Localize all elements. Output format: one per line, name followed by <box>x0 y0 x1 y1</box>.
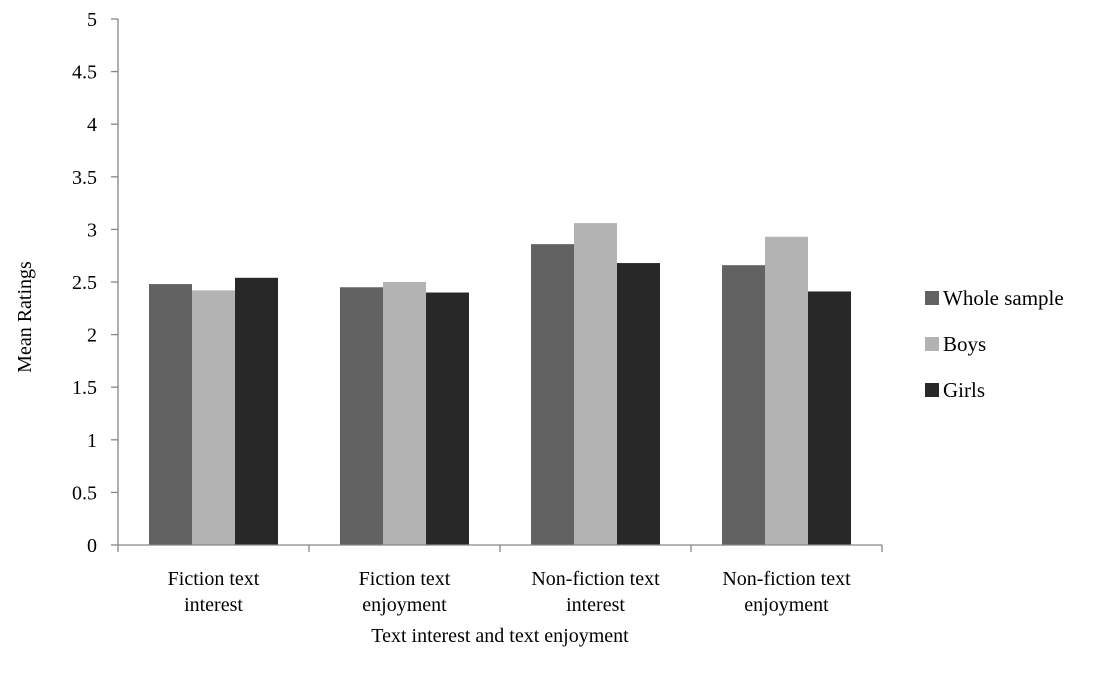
x-category-label: enjoyment <box>362 594 447 616</box>
y-tick-label: 0.5 <box>72 482 97 504</box>
bar-whole-sample <box>149 284 192 545</box>
y-axis-title: Mean Ratings <box>14 261 36 373</box>
y-tick-label: 0 <box>87 535 97 557</box>
x-category-label: Non-fiction text <box>722 568 851 590</box>
bar-boys <box>574 223 617 545</box>
legend-label: Boys <box>943 332 986 356</box>
x-category-label: Non-fiction text <box>531 568 660 590</box>
bar-whole-sample <box>722 265 765 545</box>
x-category-label: interest <box>566 594 625 616</box>
bar-boys <box>192 290 235 545</box>
bars-group <box>149 223 851 546</box>
x-axis-title: Text interest and text enjoyment <box>371 625 629 647</box>
x-category-labels: Fiction text interest Fiction text enjoymen… <box>168 568 851 616</box>
legend-label: Girls <box>943 378 985 402</box>
y-tick-label: 3 <box>87 219 97 241</box>
bar-whole-sample <box>340 287 383 545</box>
bar-boys <box>383 282 426 545</box>
legend: Whole sample Boys Girls <box>925 286 1064 402</box>
y-tick-label: 2.5 <box>72 272 97 294</box>
bar-boys <box>765 236 808 546</box>
bar-whole-sample <box>531 244 574 546</box>
axes-group <box>111 18 883 552</box>
x-category-label: Fiction text <box>168 568 260 590</box>
y-tick-labels: 0 0.5 1 1.5 2 2.5 3 3.5 4 4.5 5 <box>72 9 97 557</box>
y-tick-label: 2 <box>87 325 97 347</box>
x-category-label: interest <box>184 594 243 616</box>
bar-girls <box>617 263 660 545</box>
y-tick-label: 5 <box>87 9 97 31</box>
legend-swatch <box>925 383 939 397</box>
legend-swatch <box>925 337 939 351</box>
y-tick-label: 1.5 <box>72 377 97 399</box>
y-tick-label: 4.5 <box>72 62 97 84</box>
legend-swatch <box>925 291 939 305</box>
y-tick-label: 1 <box>87 430 97 452</box>
y-tick-label: 4 <box>87 114 97 136</box>
y-tick-label: 3.5 <box>72 167 97 189</box>
bar-girls <box>235 277 278 545</box>
legend-label: Whole sample <box>943 286 1064 310</box>
bar-girls <box>426 292 469 545</box>
bar-girls <box>808 291 851 545</box>
x-category-label: Fiction text <box>359 568 451 590</box>
x-category-label: enjoyment <box>744 594 829 616</box>
